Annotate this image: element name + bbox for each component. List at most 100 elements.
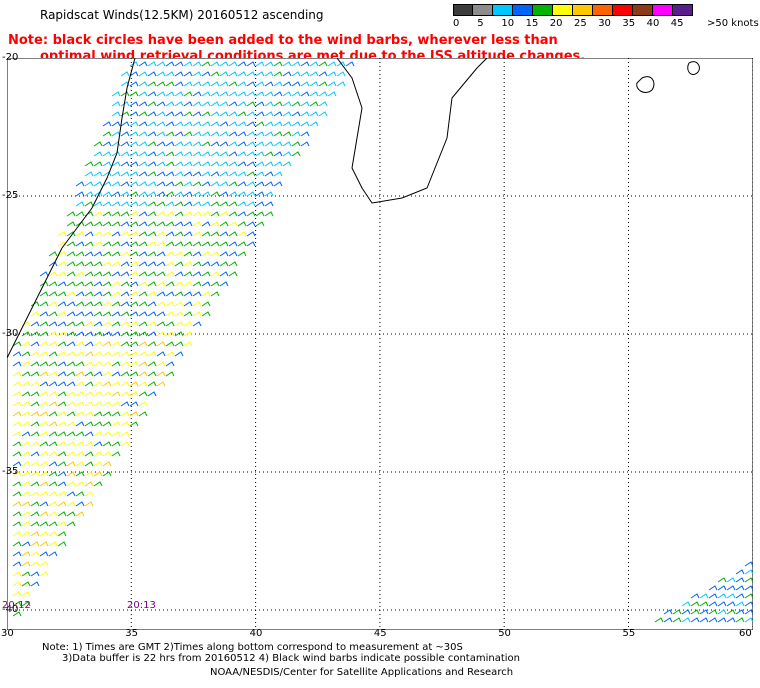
wind-barb [672, 617, 682, 623]
wind-barb [192, 251, 202, 257]
wind-barb [156, 221, 166, 227]
wind-barb [93, 221, 103, 227]
wind-barb [255, 161, 265, 167]
wind-barb [264, 171, 274, 177]
wind-barb [75, 421, 85, 427]
wind-barb [210, 261, 220, 267]
wind-barb [735, 617, 745, 623]
wind-barb [39, 451, 49, 457]
wind-barb [12, 351, 22, 357]
wind-barb [66, 481, 76, 487]
wind-barb [237, 141, 247, 147]
wind-barb [156, 271, 166, 277]
wind-barb [156, 231, 166, 237]
wind-barb [39, 431, 49, 437]
wind-barb [84, 421, 94, 427]
wind-barb [327, 71, 337, 77]
wind-barb [21, 591, 31, 597]
wind-barb [138, 171, 148, 177]
wind-barb [102, 311, 112, 317]
wind-barb [39, 521, 49, 527]
wind-barb [75, 381, 85, 387]
wind-barb [84, 271, 94, 277]
wind-barb [102, 381, 112, 387]
wind-barb [156, 321, 166, 327]
wind-barb [219, 241, 229, 247]
wind-barb [129, 231, 139, 237]
wind-barb [147, 391, 157, 397]
wind-barb [12, 381, 22, 387]
wind-barb [174, 181, 184, 187]
wind-barb [111, 241, 121, 247]
wind-barb [57, 481, 67, 487]
wind-barb [66, 351, 76, 357]
wind-barb [93, 241, 103, 247]
island-outline-small [687, 61, 700, 76]
wind-barb [228, 241, 238, 247]
legend-swatch [613, 4, 633, 16]
wind-barb [138, 391, 148, 397]
wind-barb [147, 91, 157, 97]
wind-barb [21, 341, 31, 347]
wind-barb [210, 161, 220, 167]
wind-barb [138, 181, 148, 187]
wind-barb [66, 291, 76, 297]
wind-barb [66, 221, 76, 227]
wind-barb [102, 351, 112, 357]
wind-barb [165, 321, 175, 327]
wind-barbs [12, 61, 753, 623]
wind-barb [201, 111, 211, 117]
wind-barb [84, 331, 94, 337]
wind-barb [39, 391, 49, 397]
legend-swatch [473, 4, 493, 16]
wind-barb [84, 501, 94, 507]
wind-barb [129, 131, 139, 137]
wind-barb [183, 91, 193, 97]
wind-barb [156, 191, 166, 197]
wind-barb [84, 341, 94, 347]
wind-barb [102, 221, 112, 227]
wind-barb [120, 71, 130, 77]
wind-barb [111, 331, 121, 337]
wind-barb [39, 441, 49, 447]
wind-barb [75, 281, 85, 287]
wind-barb [129, 121, 139, 127]
wind-barb [147, 371, 157, 377]
wind-barb [165, 311, 175, 317]
legend-swatch [453, 4, 473, 16]
wind-barb [183, 311, 193, 317]
mozambique-coastline [336, 58, 488, 204]
wind-barb [336, 61, 346, 67]
wind-barb [237, 181, 247, 187]
wind-barb [255, 191, 265, 197]
wind-barb [192, 81, 202, 87]
wind-barb [39, 491, 49, 497]
wind-barb [174, 201, 184, 207]
wind-barb [255, 101, 265, 107]
wind-barb [111, 91, 121, 97]
wind-barb [219, 61, 229, 67]
wind-barb [183, 111, 193, 117]
wind-barb [66, 361, 76, 367]
wind-barb [66, 491, 76, 497]
wind-barb [138, 341, 148, 347]
wind-barb [219, 211, 229, 217]
wind-barb [183, 191, 193, 197]
wind-barb [93, 441, 103, 447]
wind-barb [57, 411, 67, 417]
wind-barb [174, 231, 184, 237]
wind-barb [183, 261, 193, 267]
wind-barb [156, 91, 166, 97]
wind-barb [210, 101, 220, 107]
wind-barb [744, 593, 753, 599]
latitude-label: -20 [2, 52, 19, 63]
wind-barb [39, 321, 49, 327]
wind-barb [111, 361, 121, 367]
wind-barb [201, 131, 211, 137]
wind-barb [735, 585, 745, 591]
wind-barb [246, 101, 256, 107]
wind-barb [273, 61, 283, 67]
wind-barb [93, 471, 103, 477]
wind-barb [264, 191, 274, 197]
wind-barb [120, 91, 130, 97]
